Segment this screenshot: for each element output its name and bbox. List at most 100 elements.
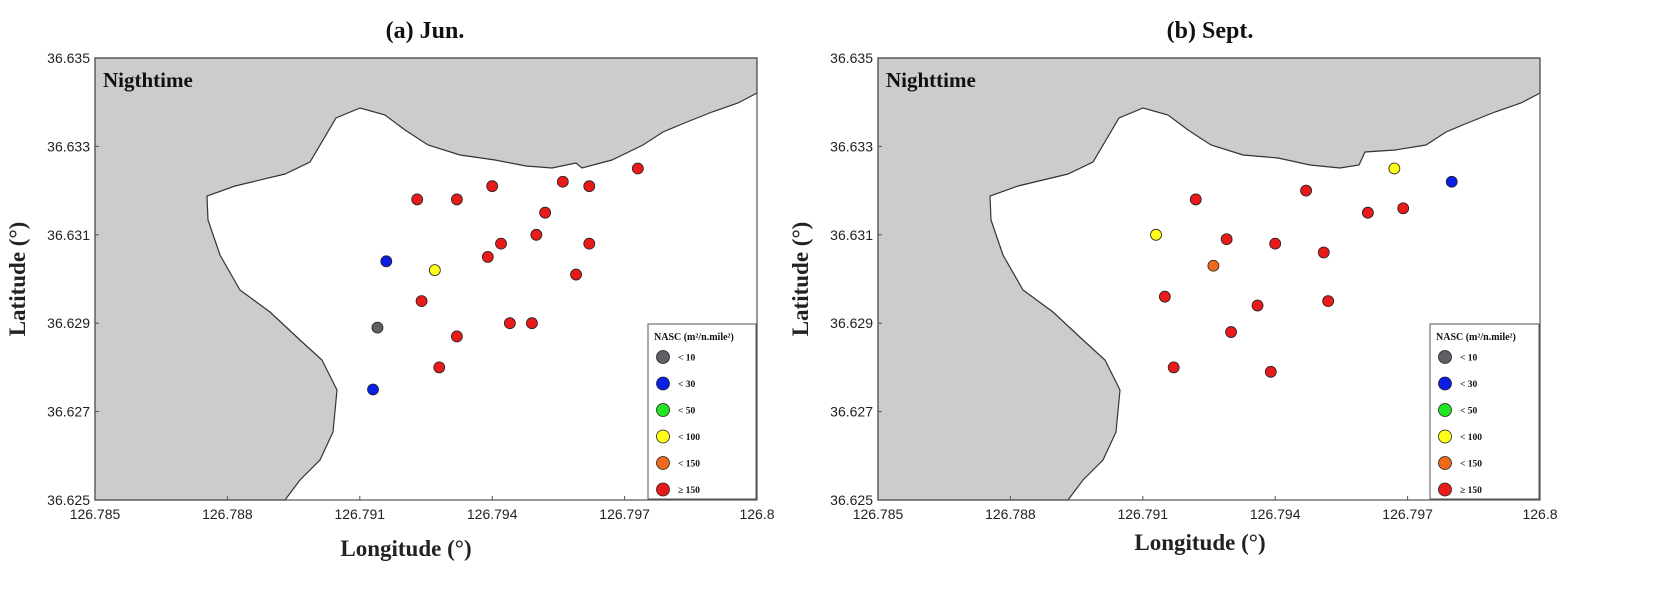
data-point xyxy=(1322,295,1335,308)
y-tick-label: 36.635 xyxy=(830,50,873,66)
legend-label: ≥ 150 xyxy=(678,486,700,496)
x-tick-label: 126.785 xyxy=(70,506,121,522)
time-annotation: Nighttime xyxy=(886,68,976,92)
x-axis-label: Longitude (°) xyxy=(1134,530,1265,555)
data-point xyxy=(1158,290,1171,303)
data-point xyxy=(1269,237,1282,250)
legend-label: < 10 xyxy=(1460,354,1478,364)
y-tick-label: 36.633 xyxy=(47,138,90,154)
x-axis-label: Longitude (°) xyxy=(340,536,471,561)
panel-jun: (a) Jun. Nigthtime 36.62536.62736.62936.… xyxy=(5,18,775,561)
y-tick-label: 36.631 xyxy=(47,227,90,243)
data-point xyxy=(530,228,543,241)
legend-swatch xyxy=(1438,376,1452,391)
data-point xyxy=(495,237,507,250)
data-points xyxy=(367,162,644,396)
legend-swatch xyxy=(656,403,670,417)
data-point xyxy=(1189,193,1202,206)
data-point xyxy=(1361,206,1374,219)
legend-swatch xyxy=(656,482,670,497)
legend-swatch xyxy=(1438,403,1452,417)
y-axis-label: Latitude (°) xyxy=(5,222,30,337)
x-tick-labels: 126.785 126.788 126.791 126.794 126.797 126.8 xyxy=(853,496,1558,522)
data-point xyxy=(570,268,582,281)
data-point xyxy=(486,180,499,193)
y-axis-label: Latitude (°) xyxy=(788,222,813,337)
legend-swatch xyxy=(656,376,670,391)
panel-title: (b) Sept. xyxy=(1167,18,1254,44)
data-point xyxy=(450,330,463,343)
legend-label: < 30 xyxy=(1460,380,1478,390)
data-point xyxy=(503,317,516,330)
legend-label: < 100 xyxy=(678,433,700,443)
x-tick-label: 126.794 xyxy=(1250,506,1301,522)
data-point xyxy=(1225,326,1237,338)
data-point xyxy=(631,162,644,175)
legend-swatch xyxy=(656,429,670,444)
legend-label: < 150 xyxy=(678,460,700,470)
data-point xyxy=(583,180,596,193)
data-point xyxy=(433,361,446,374)
y-tick-labels: 36.625 36.627 36.629 36.631 36.633 36.635 xyxy=(830,50,882,508)
x-tick-label: 126.791 xyxy=(1117,506,1168,522)
plot-frame xyxy=(94,57,758,501)
plot-frame xyxy=(877,57,1541,501)
data-point xyxy=(1167,361,1180,374)
x-tick-label: 126.794 xyxy=(467,506,518,522)
data-point xyxy=(539,206,552,219)
data-point xyxy=(1264,365,1277,378)
data-points xyxy=(1150,162,1458,378)
legend-label: ≥ 150 xyxy=(1460,486,1482,496)
data-point xyxy=(1397,202,1410,215)
panel-sept: (b) Sept. Nighttime 36.625 36.627 36.629 36… xyxy=(788,18,1558,555)
y-tick-label: 36.625 xyxy=(830,492,873,508)
x-tick-label: 126.797 xyxy=(599,506,650,522)
legend-label: < 100 xyxy=(1460,433,1482,443)
x-tick-label: 126.788 xyxy=(202,506,253,522)
data-point xyxy=(1445,175,1458,188)
x-tick-label: 126.788 xyxy=(985,506,1036,522)
legend: NASC (m²/n.mile²) < 10 < 30 < 50 < 100 < 150 ≥… xyxy=(1429,323,1540,500)
data-point xyxy=(371,321,384,334)
x-tick-label: 126.791 xyxy=(334,506,385,522)
legend-swatch xyxy=(1438,350,1452,364)
coastline-land xyxy=(94,57,758,501)
legend-label: < 50 xyxy=(1460,407,1478,417)
legend-swatch xyxy=(656,350,670,364)
data-point xyxy=(415,295,428,308)
legend: NASC (m²/n.mile²) < 10 < 30 < 50 < 100 < 150 ≥… xyxy=(647,323,757,500)
x-tick-label: 126.8 xyxy=(1522,506,1557,522)
data-point xyxy=(583,237,596,250)
data-point xyxy=(1251,299,1264,312)
y-tick-label: 36.627 xyxy=(47,404,90,420)
panel-title: (a) Jun. xyxy=(386,18,465,44)
x-tick-labels: 126.785 126.788 126.791 126.794 126.797 126.8 xyxy=(70,496,775,522)
x-tick-label: 126.785 xyxy=(853,506,904,522)
y-tick-label: 36.627 xyxy=(830,404,873,420)
time-annotation: Nigthtime xyxy=(103,68,193,92)
data-point xyxy=(380,255,393,268)
data-point xyxy=(556,175,569,188)
data-point xyxy=(1207,259,1220,272)
coastline-land xyxy=(877,57,1541,501)
legend-label: < 10 xyxy=(678,354,696,364)
y-tick-label: 36.629 xyxy=(47,315,90,331)
data-point xyxy=(1150,228,1162,241)
legend-swatch xyxy=(1438,482,1452,497)
data-point xyxy=(1300,184,1312,197)
data-point xyxy=(481,250,494,263)
data-point xyxy=(428,264,441,277)
x-tick-label: 126.797 xyxy=(1382,506,1433,522)
data-point xyxy=(526,317,538,330)
legend-title: NASC (m²/n.mile²) xyxy=(654,332,734,343)
data-point xyxy=(1317,246,1330,259)
x-tick-label: 126.8 xyxy=(739,506,774,522)
y-tick-label: 36.631 xyxy=(830,227,873,243)
data-point xyxy=(367,383,379,396)
data-point xyxy=(1388,162,1401,175)
data-point xyxy=(411,193,424,206)
y-tick-label: 36.635 xyxy=(47,50,90,66)
legend-label: < 50 xyxy=(678,407,696,417)
y-tick-label: 36.629 xyxy=(830,315,873,331)
